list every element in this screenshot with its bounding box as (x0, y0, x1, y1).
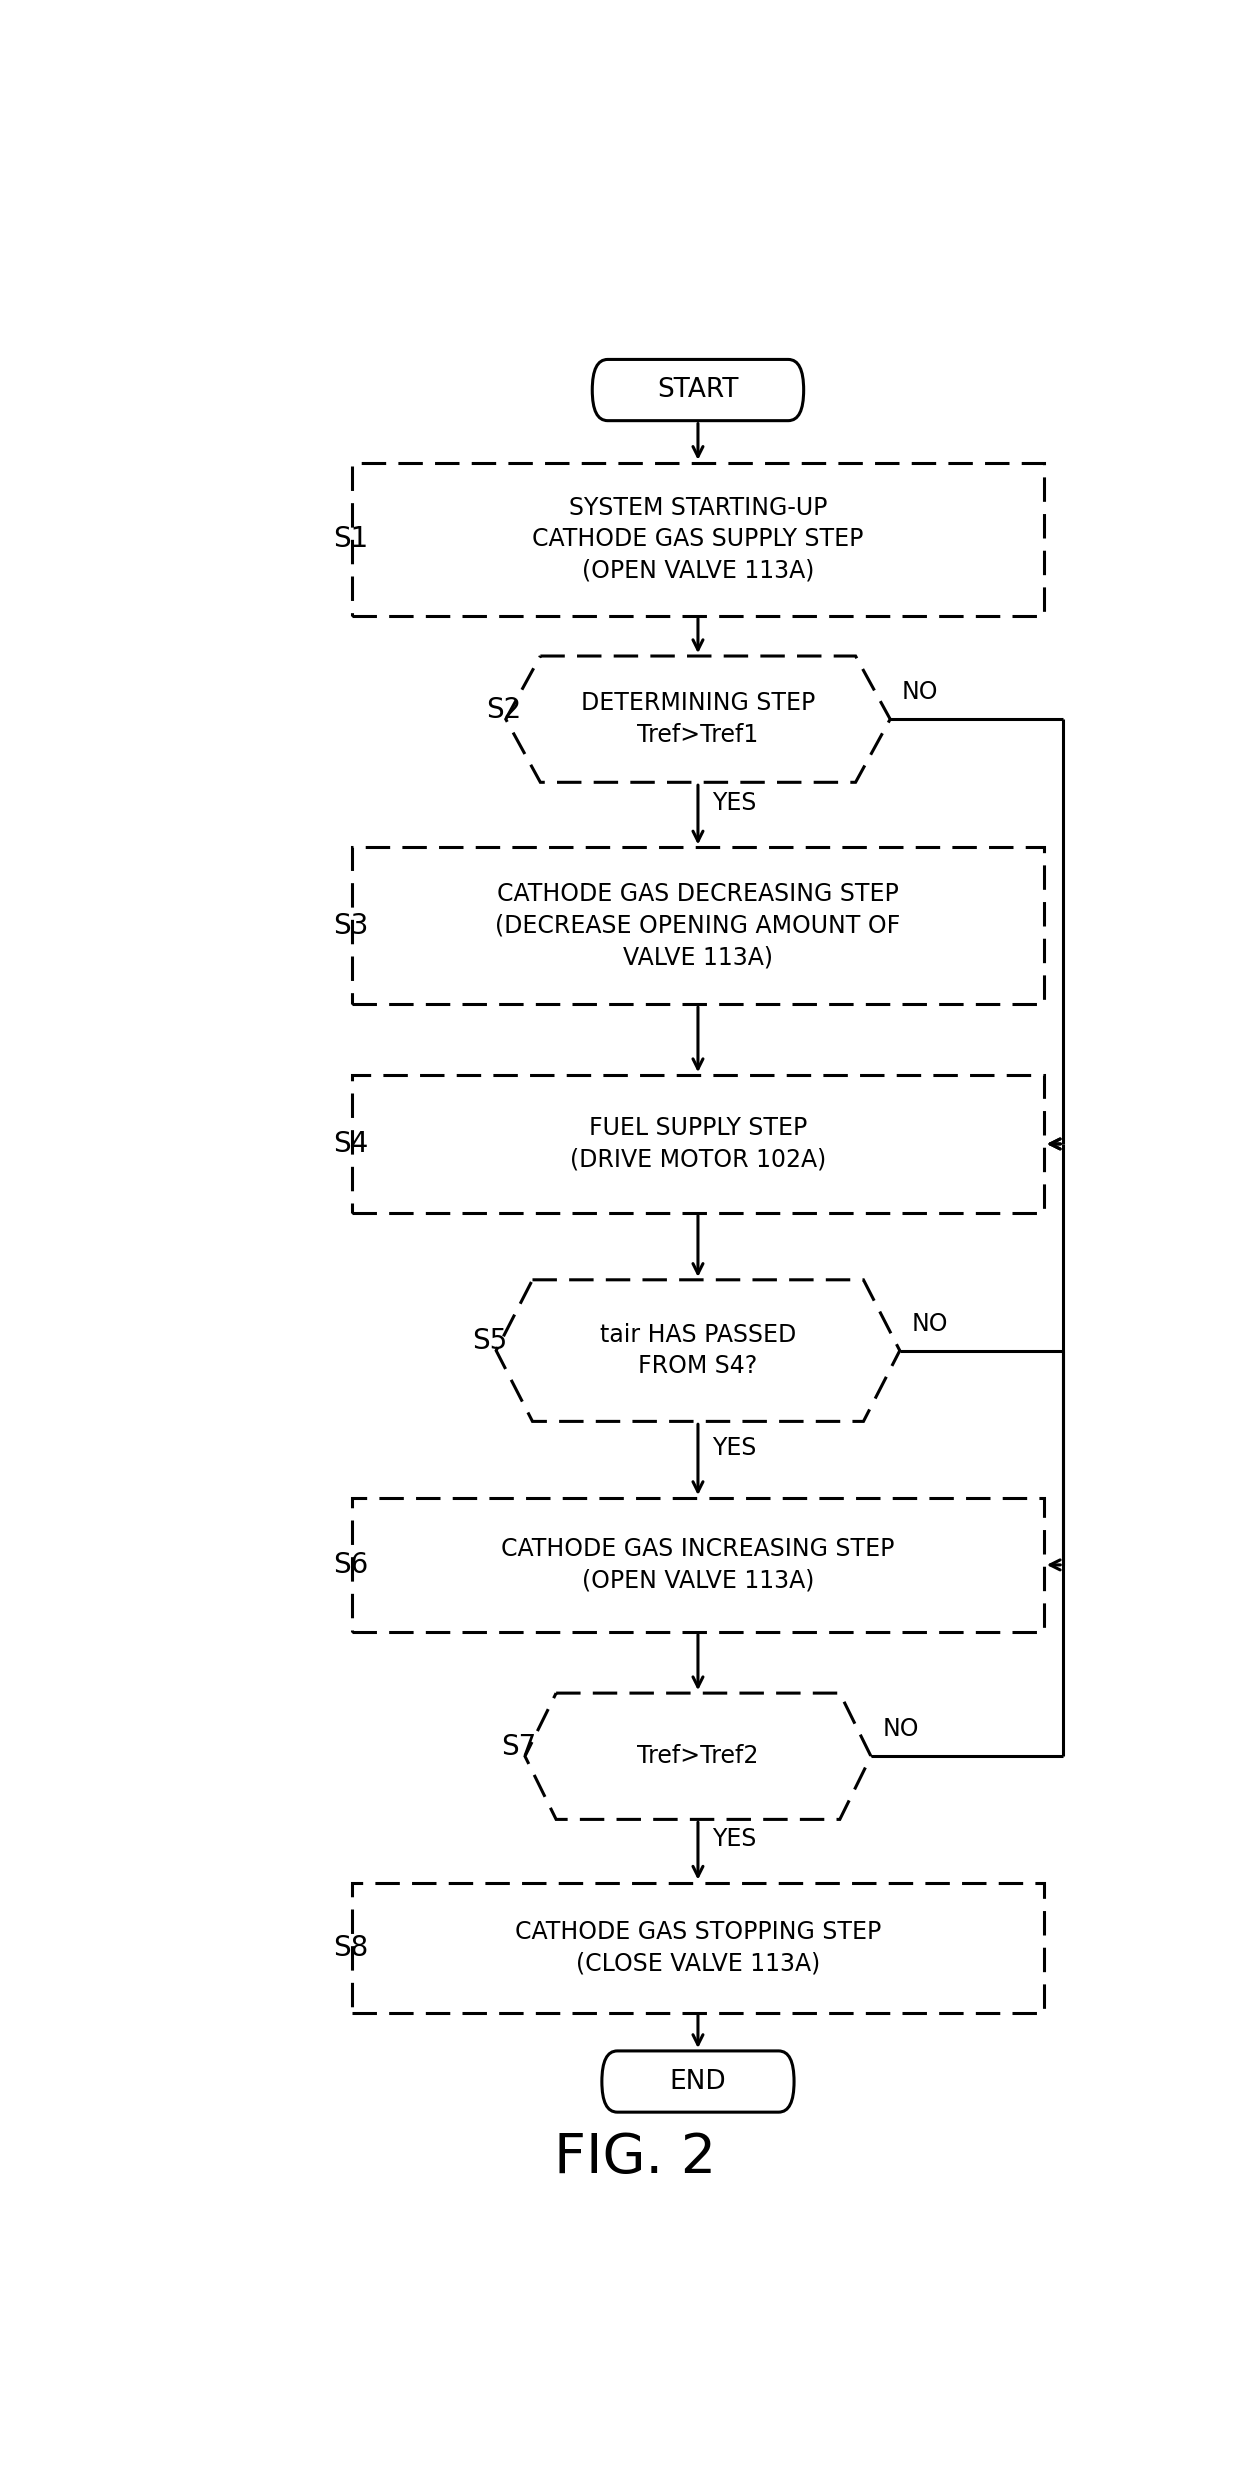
Text: S4: S4 (332, 1131, 368, 1158)
Text: S8: S8 (332, 1933, 368, 1961)
Text: CATHODE GAS DECREASING STEP
(DECREASE OPENING AMOUNT OF
VALVE 113A): CATHODE GAS DECREASING STEP (DECREASE OP… (495, 882, 900, 969)
Text: NO: NO (911, 1312, 947, 1337)
Text: CATHODE GAS INCREASING STEP
(OPEN VALVE 113A): CATHODE GAS INCREASING STEP (OPEN VALVE … (501, 1538, 894, 1593)
Text: Tref>Tref2: Tref>Tref2 (637, 1744, 759, 1769)
FancyBboxPatch shape (601, 2050, 794, 2112)
Text: DETERMINING STEP
Tref>Tref1: DETERMINING STEP Tref>Tref1 (580, 691, 815, 748)
Text: NO: NO (901, 681, 939, 703)
Text: NO: NO (883, 1717, 919, 1742)
Polygon shape (506, 656, 890, 783)
Text: YES: YES (712, 1826, 756, 1851)
Text: FUEL SUPPLY STEP
(DRIVE MOTOR 102A): FUEL SUPPLY STEP (DRIVE MOTOR 102A) (570, 1116, 826, 1173)
FancyBboxPatch shape (352, 1498, 1044, 1633)
Text: S1: S1 (332, 524, 368, 554)
Text: S7: S7 (501, 1732, 536, 1762)
FancyBboxPatch shape (352, 1076, 1044, 1213)
Text: S3: S3 (332, 912, 368, 939)
Polygon shape (496, 1280, 900, 1421)
Text: YES: YES (712, 1436, 756, 1461)
FancyBboxPatch shape (352, 462, 1044, 616)
Text: S5: S5 (472, 1327, 507, 1354)
Text: END: END (670, 2068, 727, 2095)
Text: S2: S2 (486, 696, 522, 723)
Text: YES: YES (712, 790, 756, 815)
Text: FIG. 2: FIG. 2 (554, 2132, 717, 2184)
Text: S6: S6 (332, 1551, 368, 1578)
FancyBboxPatch shape (352, 1884, 1044, 2013)
Polygon shape (525, 1692, 870, 1819)
Text: SYSTEM STARTING-UP
CATHODE GAS SUPPLY STEP
(OPEN VALVE 113A): SYSTEM STARTING-UP CATHODE GAS SUPPLY ST… (532, 495, 863, 584)
Text: tair HAS PASSED
FROM S4?: tair HAS PASSED FROM S4? (600, 1322, 796, 1379)
Text: START: START (657, 378, 739, 403)
FancyBboxPatch shape (593, 360, 804, 420)
Text: CATHODE GAS STOPPING STEP
(CLOSE VALVE 113A): CATHODE GAS STOPPING STEP (CLOSE VALVE 1… (515, 1921, 882, 1976)
FancyBboxPatch shape (352, 847, 1044, 1004)
